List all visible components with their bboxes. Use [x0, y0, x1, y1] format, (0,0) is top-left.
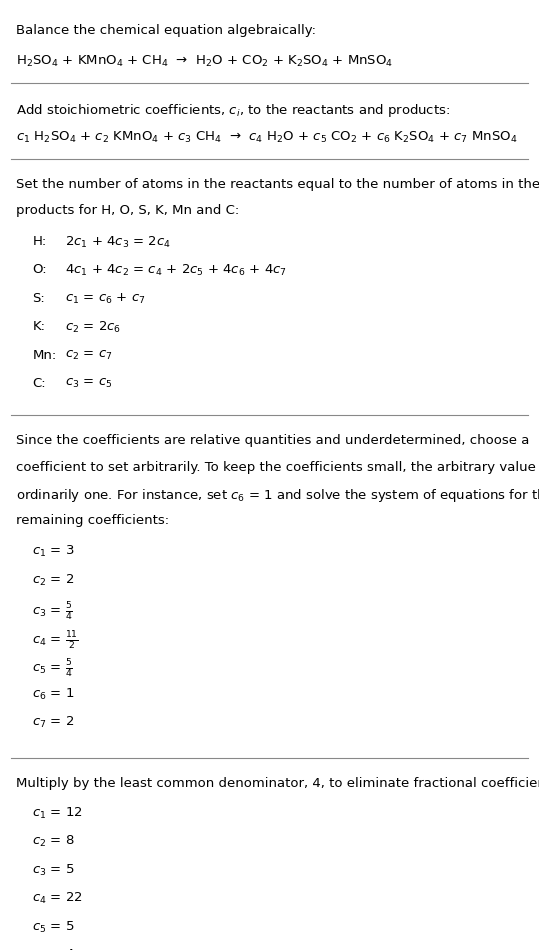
Text: $c_2$ = 8: $c_2$ = 8 [32, 834, 75, 849]
Text: $c_2$ = 2$c_6$: $c_2$ = 2$c_6$ [65, 320, 121, 335]
Text: $c_6$ = 1: $c_6$ = 1 [32, 687, 75, 702]
Text: $c_2$ = $c_7$: $c_2$ = $c_7$ [65, 349, 112, 362]
Text: $c_2$ = 2: $c_2$ = 2 [32, 573, 74, 588]
Text: $c_3$ = $c_5$: $c_3$ = $c_5$ [65, 377, 112, 390]
Text: $c_1$ H$_2$SO$_4$ + $c_2$ KMnO$_4$ + $c_3$ CH$_4$  →  $c_4$ H$_2$O + $c_5$ CO$_2: $c_1$ H$_2$SO$_4$ + $c_2$ KMnO$_4$ + $c_… [16, 130, 517, 145]
Text: $c_4$ = 22: $c_4$ = 22 [32, 891, 83, 906]
Text: $c_4$ = $\frac{11}{2}$: $c_4$ = $\frac{11}{2}$ [32, 630, 79, 652]
Text: 4$c_1$ + 4$c_2$ = $c_4$ + 2$c_5$ + 4$c_6$ + 4$c_7$: 4$c_1$ + 4$c_2$ = $c_4$ + 2$c_5$ + 4$c_6… [65, 263, 287, 278]
Text: Multiply by the least common denominator, 4, to eliminate fractional coefficient: Multiply by the least common denominator… [16, 777, 539, 790]
Text: $c_3$ = $\frac{5}{4}$: $c_3$ = $\frac{5}{4}$ [32, 601, 73, 623]
Text: Set the number of atoms in the reactants equal to the number of atoms in the: Set the number of atoms in the reactants… [16, 178, 539, 191]
Text: $c_1$ = 12: $c_1$ = 12 [32, 806, 83, 821]
Text: $c_7$ = 2: $c_7$ = 2 [32, 715, 74, 731]
Text: $c_5$ = 5: $c_5$ = 5 [32, 920, 75, 935]
Text: 2$c_1$ + 4$c_3$ = 2$c_4$: 2$c_1$ + 4$c_3$ = 2$c_4$ [65, 235, 171, 250]
Text: ordinarily one. For instance, set $c_6$ = 1 and solve the system of equations fo: ordinarily one. For instance, set $c_6$ … [16, 487, 539, 504]
Text: remaining coefficients:: remaining coefficients: [16, 514, 169, 527]
Text: $c_1$ = 3: $c_1$ = 3 [32, 544, 75, 560]
Text: H:: H: [32, 235, 46, 248]
Text: $c_5$ = $\frac{5}{4}$: $c_5$ = $\frac{5}{4}$ [32, 658, 73, 680]
Text: products for H, O, S, K, Mn and C:: products for H, O, S, K, Mn and C: [16, 204, 239, 218]
Text: Mn:: Mn: [32, 349, 57, 362]
Text: $c_1$ = $c_6$ + $c_7$: $c_1$ = $c_6$ + $c_7$ [65, 292, 145, 306]
Text: S:: S: [32, 292, 45, 305]
Text: coefficient to set arbitrarily. To keep the coefficients small, the arbitrary va: coefficient to set arbitrarily. To keep … [16, 461, 539, 474]
Text: $c_3$ = 5: $c_3$ = 5 [32, 863, 75, 878]
Text: Balance the chemical equation algebraically:: Balance the chemical equation algebraica… [16, 24, 316, 37]
Text: Add stoichiometric coefficients, $c_i$, to the reactants and products:: Add stoichiometric coefficients, $c_i$, … [16, 102, 451, 119]
Text: $c_6$ = 4: $c_6$ = 4 [32, 948, 75, 950]
Text: C:: C: [32, 377, 46, 390]
Text: K:: K: [32, 320, 45, 333]
Text: H$_2$SO$_4$ + KMnO$_4$ + CH$_4$  →  H$_2$O + CO$_2$ + K$_2$SO$_4$ + MnSO$_4$: H$_2$SO$_4$ + KMnO$_4$ + CH$_4$ → H$_2$O… [16, 54, 393, 69]
Text: O:: O: [32, 263, 47, 276]
Text: Since the coefficients are relative quantities and underdetermined, choose a: Since the coefficients are relative quan… [16, 434, 529, 447]
